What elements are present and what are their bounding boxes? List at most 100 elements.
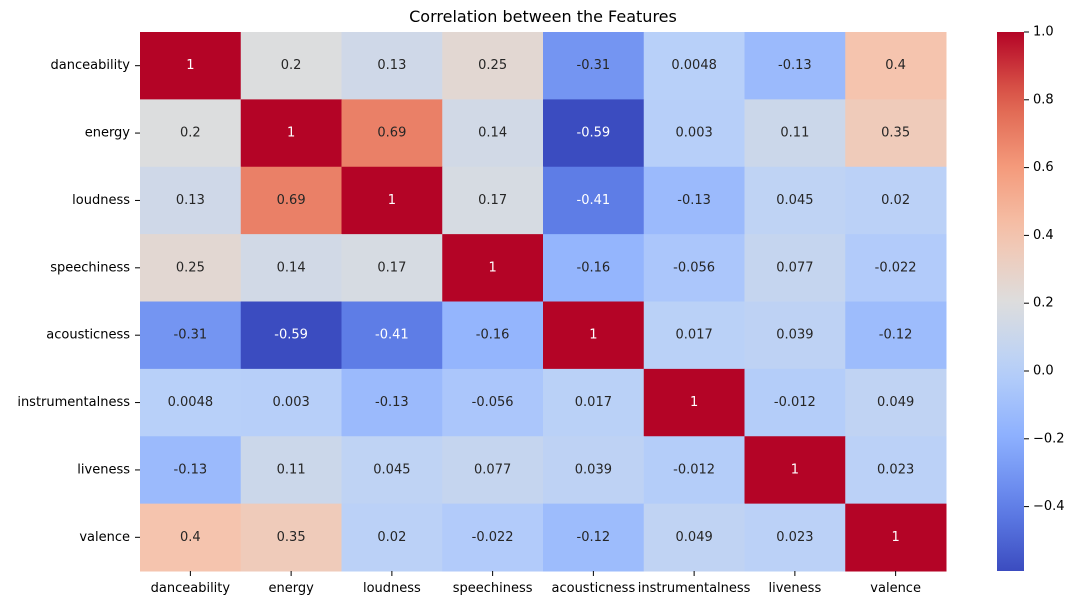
- colorbar-tick-label: 0.6: [1033, 160, 1054, 175]
- cell-annotation: -0.41: [375, 328, 409, 343]
- heatmap-cells: [140, 32, 947, 572]
- cell-annotation: 1: [488, 260, 496, 275]
- cell-annotation: -0.16: [476, 328, 510, 343]
- x-tick-label: valence: [870, 581, 921, 596]
- cell-annotation: 0.17: [377, 260, 406, 275]
- cell-annotation: 0.2: [180, 126, 201, 141]
- heatmap-cell: [442, 301, 544, 370]
- heatmap-cell: [442, 503, 544, 572]
- y-tick-label: instrumentalness: [17, 395, 130, 410]
- cell-annotation: 0.0048: [168, 395, 214, 410]
- heatmap-cell: [341, 368, 443, 437]
- heatmap-cell: [140, 301, 242, 370]
- heatmap-cell: [744, 234, 846, 303]
- y-tick-label: liveness: [77, 462, 130, 477]
- cell-annotation: -0.022: [472, 530, 514, 545]
- cell-annotation: -0.13: [778, 58, 812, 73]
- cell-annotation: 0.17: [478, 193, 507, 208]
- heatmap-cell: [341, 301, 443, 370]
- heatmap-cell: [140, 436, 242, 505]
- cell-annotation: -0.12: [879, 328, 913, 343]
- heatmap-cell: [240, 32, 342, 100]
- cell-annotation: 0.02: [881, 193, 910, 208]
- cell-annotation: 0.14: [478, 126, 507, 141]
- heatmap-cell: [543, 301, 645, 370]
- heatmap-cell: [744, 301, 846, 370]
- heatmap-cell: [240, 99, 342, 168]
- heatmap-cell: [643, 234, 745, 303]
- heatmap-cell: [845, 32, 947, 100]
- cell-annotation: 0.045: [373, 462, 410, 477]
- y-tick-labels: danceability energy loudness speechiness aco…: [17, 58, 140, 545]
- cell-annotation: -0.12: [577, 530, 611, 545]
- heatmap-cell: [744, 436, 846, 505]
- heatmap-cell: [140, 234, 242, 303]
- heatmap-annotations: 1 0.2 0.13 0.25 -0.31 0.0048 -0.13 0.4 0.2 1 0.69 0…: [168, 58, 917, 545]
- cell-annotation: 0.13: [377, 58, 406, 73]
- cell-annotation: 0.039: [776, 328, 813, 343]
- cell-annotation: -0.012: [673, 462, 715, 477]
- colorbar-tick-label: −0.4: [1033, 499, 1065, 514]
- cell-annotation: 0.14: [277, 260, 306, 275]
- cell-annotation: 0.69: [377, 126, 406, 141]
- cell-annotation: 1: [791, 462, 799, 477]
- x-tick-label: loudness: [363, 581, 421, 596]
- cell-annotation: 1: [388, 193, 396, 208]
- x-tick-labels: danceability energy loudness speechiness aco…: [151, 571, 921, 596]
- heatmap-cell: [543, 436, 645, 505]
- y-tick-label: energy: [85, 126, 131, 141]
- heatmap-cell: [543, 32, 645, 100]
- colorbar-tick-label: −0.2: [1033, 431, 1065, 446]
- x-tick-label: liveness: [769, 581, 822, 596]
- heatmap-cell: [643, 32, 745, 100]
- cell-annotation: 0.003: [273, 395, 310, 410]
- heatmap-cell: [643, 99, 745, 168]
- cell-annotation: 0.017: [575, 395, 612, 410]
- chart-title: Correlation between the Features: [409, 7, 677, 26]
- cell-annotation: 0.02: [377, 530, 406, 545]
- heatmap-cell: [240, 166, 342, 235]
- heatmap-cell: [442, 436, 544, 505]
- cell-annotation: -0.022: [875, 260, 917, 275]
- heatmap-cell: [744, 368, 846, 437]
- cell-annotation: 0.4: [180, 530, 201, 545]
- y-tick-label: valence: [79, 530, 130, 545]
- cell-annotation: -0.13: [174, 462, 208, 477]
- heatmap-cell: [543, 503, 645, 572]
- heatmap-cell: [845, 234, 947, 303]
- heatmap-cell: [643, 166, 745, 235]
- heatmap-cell: [240, 301, 342, 370]
- colorbar-tick-label: 0.2: [1033, 296, 1054, 311]
- heatmap-cell: [543, 368, 645, 437]
- heatmap-cell: [341, 503, 443, 572]
- cell-annotation: 0.35: [881, 126, 910, 141]
- cell-annotation: 0.077: [776, 260, 813, 275]
- colorbar-tick-label: 1.0: [1033, 25, 1054, 40]
- heatmap-cell: [442, 166, 544, 235]
- cell-annotation: -0.31: [174, 328, 208, 343]
- cell-annotation: 1: [690, 395, 698, 410]
- cell-annotation: 0.25: [176, 260, 205, 275]
- heatmap-cell: [240, 436, 342, 505]
- x-tick-label: instrumentalness: [638, 581, 751, 596]
- cell-annotation: -0.31: [577, 58, 611, 73]
- cell-annotation: 0.017: [676, 328, 713, 343]
- heatmap-cell: [341, 32, 443, 100]
- cell-annotation: -0.41: [577, 193, 611, 208]
- heatmap-cell: [442, 32, 544, 100]
- cell-annotation: -0.056: [472, 395, 514, 410]
- cell-annotation: 0.045: [776, 193, 813, 208]
- y-tick-label: speechiness: [50, 260, 130, 275]
- cell-annotation: 1: [287, 126, 295, 141]
- heatmap-cell: [140, 32, 242, 100]
- cell-annotation: 0.003: [676, 126, 713, 141]
- cell-annotation: -0.59: [577, 126, 611, 141]
- heatmap-cell: [442, 234, 544, 303]
- heatmap-cell: [845, 368, 947, 437]
- heatmap-cell: [543, 234, 645, 303]
- heatmap-cell: [643, 436, 745, 505]
- cell-annotation: -0.13: [375, 395, 409, 410]
- cell-annotation: 0.2: [281, 58, 302, 73]
- heatmap-cell: [341, 234, 443, 303]
